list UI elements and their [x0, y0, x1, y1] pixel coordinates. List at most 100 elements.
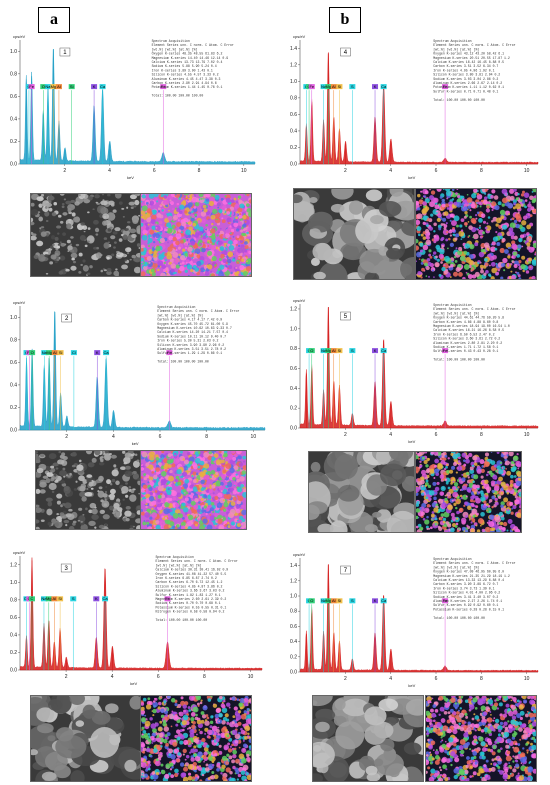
x-tick-label: 4 [389, 676, 392, 682]
table-row: Carbon K-series 4.86 4.88 8.60 0.8 [433, 320, 498, 324]
table-row: Calcium K-series 13.33 13.29 6.88 0.4 [433, 578, 504, 582]
element-label: Ca [100, 84, 106, 89]
element-marker-fe [28, 84, 35, 90]
element-marker-k [372, 348, 379, 354]
element-marker-mg [50, 84, 57, 90]
element-label: Fe [443, 84, 448, 89]
element-marker-ca [380, 598, 387, 604]
element-label: Na [321, 598, 327, 603]
element-label: K [96, 350, 99, 355]
table-header: [wt.%] [wt.%] [at.%] [%] [433, 565, 479, 569]
x-tick-label: 10 [248, 674, 254, 680]
x-tick-label: 8 [203, 674, 206, 680]
x-tick-label: 6 [157, 674, 160, 680]
y-tick-label: 0.6 [10, 360, 17, 366]
table-row: Total: 100.00 100.00 100.00 [156, 618, 208, 622]
element-marker-fe [442, 348, 449, 354]
y-tick-label: 0.2 [290, 654, 297, 660]
y-unit-label: cps/eV [293, 552, 306, 557]
x-axis-label: keV [127, 175, 134, 180]
element-label: Na [45, 84, 51, 89]
sem-micrograph-1 [30, 193, 142, 277]
element-marker-si [57, 596, 64, 602]
element-label: Mg [46, 350, 52, 355]
table-row: Iron K-series 3.74 3.73 1.39 0.1 [433, 586, 494, 590]
table-header: Element Series unn. C norm. C Atom. C Er… [433, 43, 515, 47]
panel-5: cps/eV0.00.20.40.60.81.01.2246810keVCONa… [285, 296, 543, 533]
table-row: Total: 100.00 100.00 100.00 [157, 360, 209, 364]
x-tick-label: 6 [435, 676, 438, 682]
eds-spectrum-7: cps/eV 0.0 0.2 0.4 0.6 0.8 1.0 1.2 1.4 2 4 6 8 10 keV C… [290, 552, 539, 688]
table-row: Iron K-series 6.85 6.87 2.74 0.2 [156, 576, 217, 580]
y-tick-label: 1.2 [10, 562, 17, 568]
table-row: Potassium K-series 1.44 1.45 0.76 0.1 [152, 85, 223, 89]
element-label: Si [59, 350, 63, 355]
x-tick-label: 10 [241, 168, 247, 174]
element-marker-ca [380, 84, 387, 90]
table-row: Magnesium K-series 21.35 21.29 18.19 1.2 [433, 574, 510, 578]
spectrum-number-box [340, 47, 351, 57]
table-row: Silicon K-series 3.90 3.90 2.96 0.2 [157, 343, 224, 347]
y-tick-label: 0.4 [10, 632, 17, 638]
eds-spectrum-1: cps/eV0.00.20.40.60.81.0246810keVCFeONaM… [10, 34, 256, 180]
element-marker-mg [325, 348, 332, 354]
x-tick-label: 6 [435, 168, 438, 174]
y-tick-label: 1.0 [290, 79, 297, 85]
x-tick-label: 2 [344, 432, 347, 438]
table-title: Spectrum Acquisition [433, 303, 471, 307]
table-row: Sulfur K-series 0.92 0.92 0.60 0.1 [433, 603, 498, 607]
table-row: Total: 100.00 100.00 100.00 [433, 98, 485, 102]
table-row: Aluminum K-series 2.80 2.81 2.20 0.2 [433, 341, 502, 345]
element-label: S [351, 598, 354, 603]
y-tick-label: 0.4 [290, 386, 297, 392]
spectrum-number-box [340, 311, 351, 321]
x-tick-label: 4 [389, 432, 392, 438]
table-row: Carbon K-series 2.90 2.91 4.94 0.6 [152, 81, 217, 85]
element-label: K [93, 84, 96, 89]
element-label: Na [41, 596, 47, 601]
element-marker-o [308, 598, 315, 604]
element-marker-al [55, 84, 62, 90]
x-tick-label: 2 [65, 434, 68, 440]
element-label: Fe [167, 350, 172, 355]
element-label: Mg [46, 596, 52, 601]
table-row: Calcium K-series 30.31 30.41 16.92 0.9 [156, 568, 229, 572]
table-row: Sodium K-series 0.70 0.70 0.68 0.1 [156, 601, 221, 605]
element-label: K [374, 84, 377, 89]
element-marker-k [372, 598, 379, 604]
eds-spectrum-3: cps/eV0.00.20.40.60.81.01.2246810keVCaOC… [10, 550, 263, 686]
x-tick-label: 2 [344, 676, 347, 682]
element-map-3 [140, 695, 252, 782]
element-label: Fe [29, 84, 34, 89]
y-tick-label: 0.8 [290, 95, 297, 101]
x-tick-label: 8 [480, 676, 483, 682]
table-header: Element Series unn. C norm. C Atom. C Er… [157, 309, 239, 313]
y-tick-label: 1.2 [290, 62, 297, 68]
table-title: Spectrum Acquisition [157, 305, 195, 309]
element-marker-al [51, 350, 58, 356]
y-tick-label: 0.8 [290, 609, 297, 615]
panel-7: cps/eV 0.0 0.2 0.4 0.6 0.8 1.0 1.2 1.4 2 4 6 8 10 keV C… [285, 550, 543, 782]
element-map-1 [140, 193, 252, 277]
x-axis-label: keV [130, 681, 137, 686]
table-row: Potassium K-series 0.55 0.55 0.31 0.1 [156, 605, 227, 609]
spectrum-number: 2 [65, 316, 69, 322]
table-row: Oxygen K-series 44.61 44.76 59.20 5.8 [433, 316, 504, 320]
element-marker-si [336, 348, 343, 354]
x-axis-label: keV [408, 683, 415, 688]
table-row: Potassium K-series 0.28 0.28 0.15 0.1 [433, 607, 504, 611]
table-row: Iron K-series 4.95 4.96 1.92 0.1 [433, 68, 494, 72]
table-row: Magnesium K-series 10.62 10.63 9.33 0.7 [157, 326, 232, 330]
y-tick-label: 1.0 [10, 580, 17, 586]
table-row: Carbon K-series 3.51 3.52 6.34 0.7 [433, 64, 498, 68]
table-row: Magnesium K-series 20.51 20.55 17.87 1.2 [433, 56, 510, 60]
y-tick-label: 0.6 [290, 112, 297, 118]
table-header: [wt.%] [wt.%] [at.%] [%] [152, 47, 198, 51]
table-header: Element Series unn. C norm. C Atom. C Er… [152, 43, 234, 47]
element-label: Si [70, 84, 74, 89]
element-label: Mg [326, 598, 332, 603]
x-tick-label: 10 [524, 676, 530, 682]
x-tick-label: 4 [111, 674, 114, 680]
